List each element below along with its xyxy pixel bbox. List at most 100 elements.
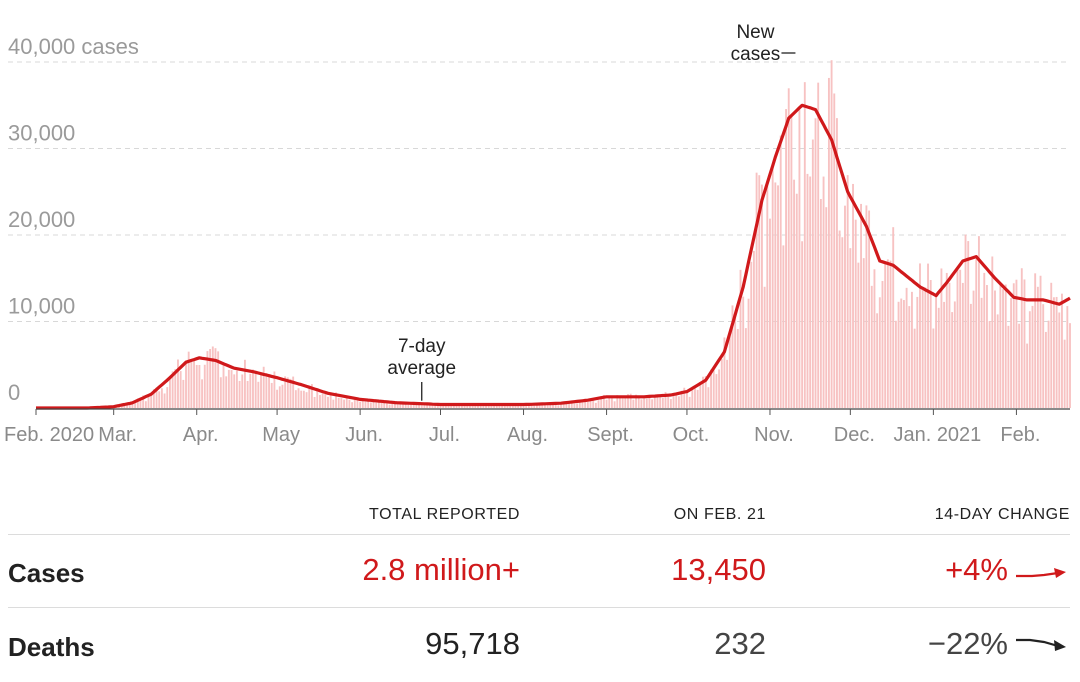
row-label-cases: Cases	[8, 558, 85, 588]
new-cases-bar	[131, 403, 134, 408]
new-cases-bar	[710, 369, 712, 408]
new-cases-bar	[343, 399, 345, 408]
y-tick-label: 30,000	[8, 121, 75, 146]
new-cases-bar	[238, 380, 241, 408]
new-cases-bar	[911, 291, 913, 408]
header-total-reported: TOTAL REPORTED	[369, 506, 520, 523]
new-cases-bar	[348, 399, 351, 408]
annotation-new-cases: New	[736, 22, 774, 43]
new-cases-bar	[1018, 323, 1021, 408]
new-cases-bar	[935, 296, 937, 408]
new-cases-bar	[353, 398, 356, 408]
new-cases-bar	[407, 404, 410, 408]
new-cases-bar	[648, 394, 651, 408]
new-cases-bar	[608, 396, 611, 408]
new-cases-bar	[578, 401, 581, 408]
new-cases-bar	[956, 267, 959, 408]
new-cases-bar	[268, 375, 270, 408]
new-cases-bar	[584, 398, 587, 408]
new-cases-bar	[723, 337, 726, 408]
new-cases-bar	[953, 301, 956, 408]
header-on-feb-21: ON FEB. 21	[673, 506, 766, 523]
new-cases-bar	[222, 361, 225, 408]
new-cases-bar	[1010, 298, 1013, 408]
new-cases-bar	[169, 378, 171, 408]
new-cases-bar	[246, 380, 249, 408]
new-cases-bar	[967, 241, 970, 408]
new-cases-bar	[179, 371, 182, 408]
new-cases-bar	[1058, 312, 1061, 408]
new-cases-bar	[819, 198, 822, 408]
new-cases-bar	[905, 287, 908, 408]
new-cases-bar	[187, 351, 190, 408]
x-tick-label: Mar.	[98, 424, 137, 446]
new-cases-bar	[994, 290, 996, 408]
new-cases-bar	[436, 404, 439, 408]
new-cases-bar	[645, 398, 648, 408]
new-cases-bar	[809, 176, 812, 408]
new-cases-bar	[458, 404, 461, 408]
new-cases-bar	[128, 403, 131, 408]
new-cases-bar	[310, 384, 313, 408]
new-cases-bar	[876, 313, 879, 408]
new-cases-bar	[986, 285, 988, 408]
new-cases-bar	[428, 404, 431, 408]
new-cases-bar	[795, 193, 798, 408]
new-cases-bar	[284, 376, 287, 408]
new-cases-bar	[769, 218, 771, 408]
new-cases-bar	[656, 396, 659, 408]
new-cases-bar	[509, 404, 512, 408]
new-cases-bar	[568, 402, 571, 408]
new-cases-bar	[230, 370, 233, 408]
new-cases-bar	[533, 404, 536, 408]
new-cases-bar	[177, 359, 179, 408]
new-cases-bar	[718, 369, 721, 408]
new-cases-bar	[1063, 339, 1066, 408]
new-cases-bar	[785, 109, 787, 408]
new-cases-bar	[790, 114, 793, 409]
new-cases-bar	[1055, 296, 1058, 408]
new-cases-bar	[996, 314, 999, 408]
new-cases-bar	[857, 262, 860, 408]
new-cases-bar	[661, 397, 664, 408]
new-cases-bar	[404, 403, 407, 408]
new-cases-bar	[380, 401, 383, 408]
new-cases-bar	[731, 305, 734, 408]
new-cases-bar	[552, 402, 554, 408]
new-cases-bar	[1012, 283, 1015, 408]
new-cases-bar	[811, 139, 814, 408]
new-cases-bar	[276, 389, 279, 408]
new-cases-bar	[919, 263, 921, 408]
new-cases-bar	[1069, 323, 1071, 408]
new-cases-bar	[217, 351, 220, 408]
new-cases-bar	[147, 394, 150, 408]
new-cases-bar	[865, 205, 868, 408]
new-cases-bar	[324, 392, 327, 408]
gridlines	[8, 61, 1070, 322]
new-cases-bar	[600, 396, 603, 408]
new-cases-bar	[544, 404, 546, 408]
new-cases-bar	[627, 394, 629, 408]
new-cases-bar	[329, 394, 332, 408]
new-cases-bar	[827, 77, 830, 408]
new-cases-bar	[602, 394, 605, 408]
new-cases-bar	[696, 389, 699, 408]
new-cases-bar	[160, 388, 163, 408]
new-cases-bar	[517, 404, 520, 408]
new-cases-bar	[308, 386, 311, 408]
new-cases-bar	[292, 376, 295, 408]
new-cases-bar	[361, 398, 364, 408]
new-cases-bar	[313, 396, 316, 408]
new-cases-bar	[720, 359, 723, 408]
new-cases-bar	[469, 404, 471, 408]
new-cases-bar	[211, 346, 214, 408]
new-cases-bar	[270, 382, 273, 408]
new-cases-bar	[1042, 304, 1045, 408]
new-cases-bar	[335, 392, 337, 408]
new-cases-bar	[728, 334, 731, 408]
new-cases-bar	[265, 373, 268, 408]
new-cases-bar	[616, 395, 619, 408]
new-cases-bar	[892, 227, 895, 408]
new-cases-bar	[155, 387, 158, 408]
